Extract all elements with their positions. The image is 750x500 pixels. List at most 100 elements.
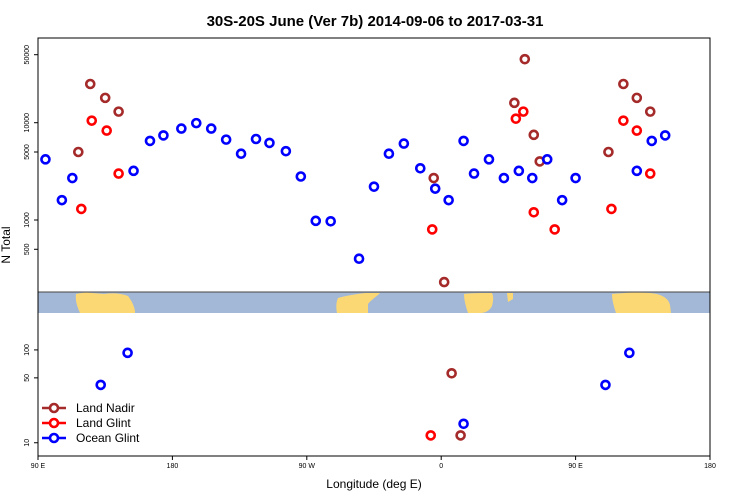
x-tick-label: 180 (167, 463, 179, 470)
ocean-glint-point (631, 165, 643, 177)
ocean-glint-point (541, 154, 553, 165)
land-glint-point (644, 168, 656, 179)
land-nadir-point (519, 53, 531, 65)
land-nadir-point (99, 92, 111, 104)
ocean-glint-point (310, 215, 322, 227)
land-glint-point (618, 115, 629, 126)
ocean-glint-point (176, 123, 187, 134)
land-madagascar (507, 293, 513, 302)
ocean-glint-point (483, 154, 495, 165)
land-nadir-point (455, 430, 466, 441)
ocean-glint-point (158, 130, 169, 141)
upper-y-tick-label: 1000 (24, 212, 31, 228)
land-nadir-point (73, 146, 84, 158)
land-nadir-point (428, 172, 440, 184)
land-south-america (336, 293, 380, 313)
land-glint-point (86, 115, 98, 126)
y-axis-label: N Total (0, 226, 13, 263)
land-nadir-point (603, 146, 614, 158)
upper-y-tick-label: 5000 (24, 144, 31, 160)
x-axis-label: Longitude (deg E) (326, 477, 421, 491)
x-tick-label: 90 W (299, 463, 316, 470)
ocean-glint-point (383, 148, 395, 160)
world-map-strip (38, 291, 710, 313)
ocean-glint-point (264, 137, 275, 149)
ocean-glint-point (190, 117, 202, 129)
ocean-glint-point (220, 134, 232, 145)
ocean-glint-point (398, 138, 410, 149)
legend-marker-ocean-glint (48, 432, 60, 444)
land-nadir-point (113, 106, 124, 117)
chart-title: 30S-20S June (Ver 7b) 2014-09-06 to 2017… (207, 13, 544, 30)
land-nadir-point (84, 78, 96, 90)
legend-label-land-nadir: Land Nadir (76, 401, 135, 415)
x-axis: 90 E 180 90 W 0 90 E 180 (31, 456, 716, 470)
land-nadir-point (631, 92, 643, 104)
legend-marker-land-nadir (48, 402, 60, 414)
land-glint-point (549, 224, 560, 235)
ocean-glint-point (570, 172, 581, 184)
land-nadir-point (438, 276, 450, 288)
land-glint-point (425, 430, 437, 441)
land-glint-point (528, 206, 540, 218)
lower-y-tick-label: 100 (24, 344, 31, 356)
data-points (40, 53, 671, 441)
ocean-glint-point (458, 135, 469, 147)
ocean-glint-point (414, 162, 426, 174)
land-nadir-point (509, 97, 520, 109)
ocean-glint-point (353, 253, 365, 265)
land-southern-africa (464, 293, 494, 313)
land-glint-point (631, 125, 643, 136)
x-tick-label: 180 (704, 463, 716, 470)
land-nadir-point (618, 78, 629, 90)
ocean-glint-point (498, 172, 510, 184)
ocean-glint-point (95, 379, 107, 391)
ocean-glint-point (468, 168, 480, 179)
ocean-glint-point (295, 171, 307, 182)
land-nadir-point (528, 129, 540, 141)
lower-y-tick-label: 50 (24, 374, 31, 382)
legend-label-land-glint: Land Glint (76, 416, 131, 430)
land-glint-point (101, 125, 112, 136)
ocean-glint-point (67, 172, 78, 184)
lower-y-axis: 10 50 100 (24, 320, 39, 447)
ocean-glint-point (443, 194, 454, 206)
land-glint-point (510, 113, 522, 124)
land-glint-point (426, 224, 438, 235)
land-australia-repeat (612, 292, 671, 313)
ocean-glint-point (556, 194, 568, 206)
legend-marker-land-glint (48, 417, 60, 429)
upper-y-axis: 500 1000 5000 10000 50000 (24, 45, 39, 288)
x-tick-label: 90 E (31, 463, 46, 470)
land-nadir-point (446, 367, 457, 379)
upper-y-tick-label: 50000 (24, 45, 31, 65)
land-nadir-point (644, 106, 656, 117)
land-glint-point (113, 168, 124, 179)
ocean-glint-point (56, 194, 68, 206)
ocean-glint-point (624, 347, 635, 359)
ocean-glint-point (600, 379, 611, 391)
ocean-glint-point (458, 418, 469, 430)
ocean-glint-point (368, 181, 380, 192)
ocean-glint-point (205, 123, 217, 134)
upper-y-tick-label: 10000 (24, 113, 31, 133)
ocean-glint-point (659, 130, 671, 141)
upper-y-tick-label: 500 (24, 243, 31, 255)
ocean-glint-point (429, 183, 441, 194)
ocean-glint-point (280, 145, 292, 157)
land-glint-point (518, 106, 529, 117)
land-glint-point (606, 203, 617, 215)
ocean-band (38, 292, 710, 313)
ocean-glint-point (144, 135, 156, 147)
ocean-glint-point (250, 133, 262, 145)
ocean-glint-point (128, 165, 139, 177)
land-australia (75, 292, 135, 313)
lower-y-tick-label: 10 (24, 439, 31, 447)
x-tick-label: 90 E (568, 463, 583, 470)
ocean-glint-point (513, 165, 525, 177)
ocean-glint-point (235, 148, 247, 160)
x-tick-label: 0 (439, 463, 443, 470)
ocean-glint-point (325, 215, 336, 227)
